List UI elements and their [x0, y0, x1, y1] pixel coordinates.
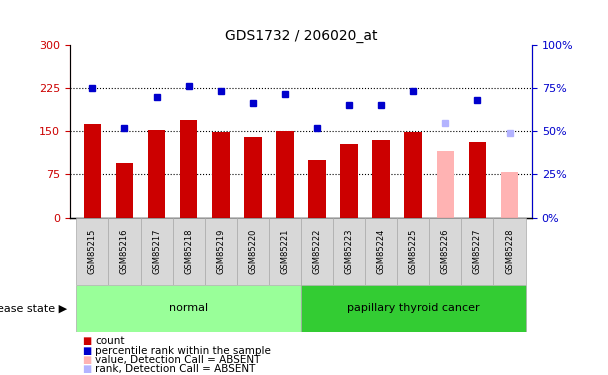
Bar	[404, 132, 422, 218]
Bar	[77, 217, 108, 285]
Bar	[501, 171, 519, 217]
Bar	[237, 217, 269, 285]
Bar	[461, 217, 494, 285]
Text: GSM85220: GSM85220	[248, 228, 257, 274]
Text: GSM85227: GSM85227	[473, 228, 482, 274]
Text: normal: normal	[169, 303, 208, 313]
Bar	[365, 217, 397, 285]
Bar	[308, 160, 326, 218]
Text: GSM85224: GSM85224	[377, 228, 385, 274]
Text: GSM85219: GSM85219	[216, 228, 225, 274]
Bar	[469, 142, 486, 218]
Bar	[301, 285, 525, 332]
Text: value, Detection Call = ABSENT: value, Detection Call = ABSENT	[95, 355, 261, 365]
Bar	[494, 217, 525, 285]
Text: percentile rank within the sample: percentile rank within the sample	[95, 346, 271, 355]
Text: GSM85215: GSM85215	[88, 228, 97, 274]
Text: GSM85223: GSM85223	[345, 228, 354, 274]
Text: GSM85221: GSM85221	[280, 228, 289, 274]
Text: GSM85226: GSM85226	[441, 228, 450, 274]
Bar	[180, 120, 198, 218]
Bar	[333, 217, 365, 285]
Text: ■: ■	[82, 364, 91, 374]
Bar	[340, 144, 358, 218]
Bar	[437, 152, 454, 217]
Text: disease state ▶: disease state ▶	[0, 303, 67, 313]
Bar	[429, 217, 461, 285]
Bar	[301, 217, 333, 285]
Text: ■: ■	[82, 336, 91, 346]
Bar	[116, 163, 133, 218]
Bar	[77, 285, 301, 332]
Text: papillary thyroid cancer: papillary thyroid cancer	[347, 303, 480, 313]
Bar	[148, 130, 165, 218]
Text: rank, Detection Call = ABSENT: rank, Detection Call = ABSENT	[95, 364, 256, 374]
Bar	[205, 217, 237, 285]
Bar	[244, 137, 261, 218]
Title: GDS1732 / 206020_at: GDS1732 / 206020_at	[225, 28, 377, 43]
Text: ■: ■	[82, 346, 91, 355]
Bar	[83, 124, 101, 217]
Bar	[397, 217, 429, 285]
Text: GSM85222: GSM85222	[313, 228, 322, 274]
Bar	[140, 217, 173, 285]
Text: count: count	[95, 336, 125, 346]
Text: GSM85225: GSM85225	[409, 228, 418, 274]
Text: GSM85228: GSM85228	[505, 228, 514, 274]
Text: GSM85217: GSM85217	[152, 228, 161, 274]
Bar	[212, 132, 230, 218]
Bar	[269, 217, 301, 285]
Text: GSM85218: GSM85218	[184, 228, 193, 274]
Bar	[276, 130, 294, 218]
Text: GSM85216: GSM85216	[120, 228, 129, 274]
Bar	[173, 217, 205, 285]
Bar	[372, 140, 390, 218]
Bar	[108, 217, 140, 285]
Text: ■: ■	[82, 355, 91, 365]
